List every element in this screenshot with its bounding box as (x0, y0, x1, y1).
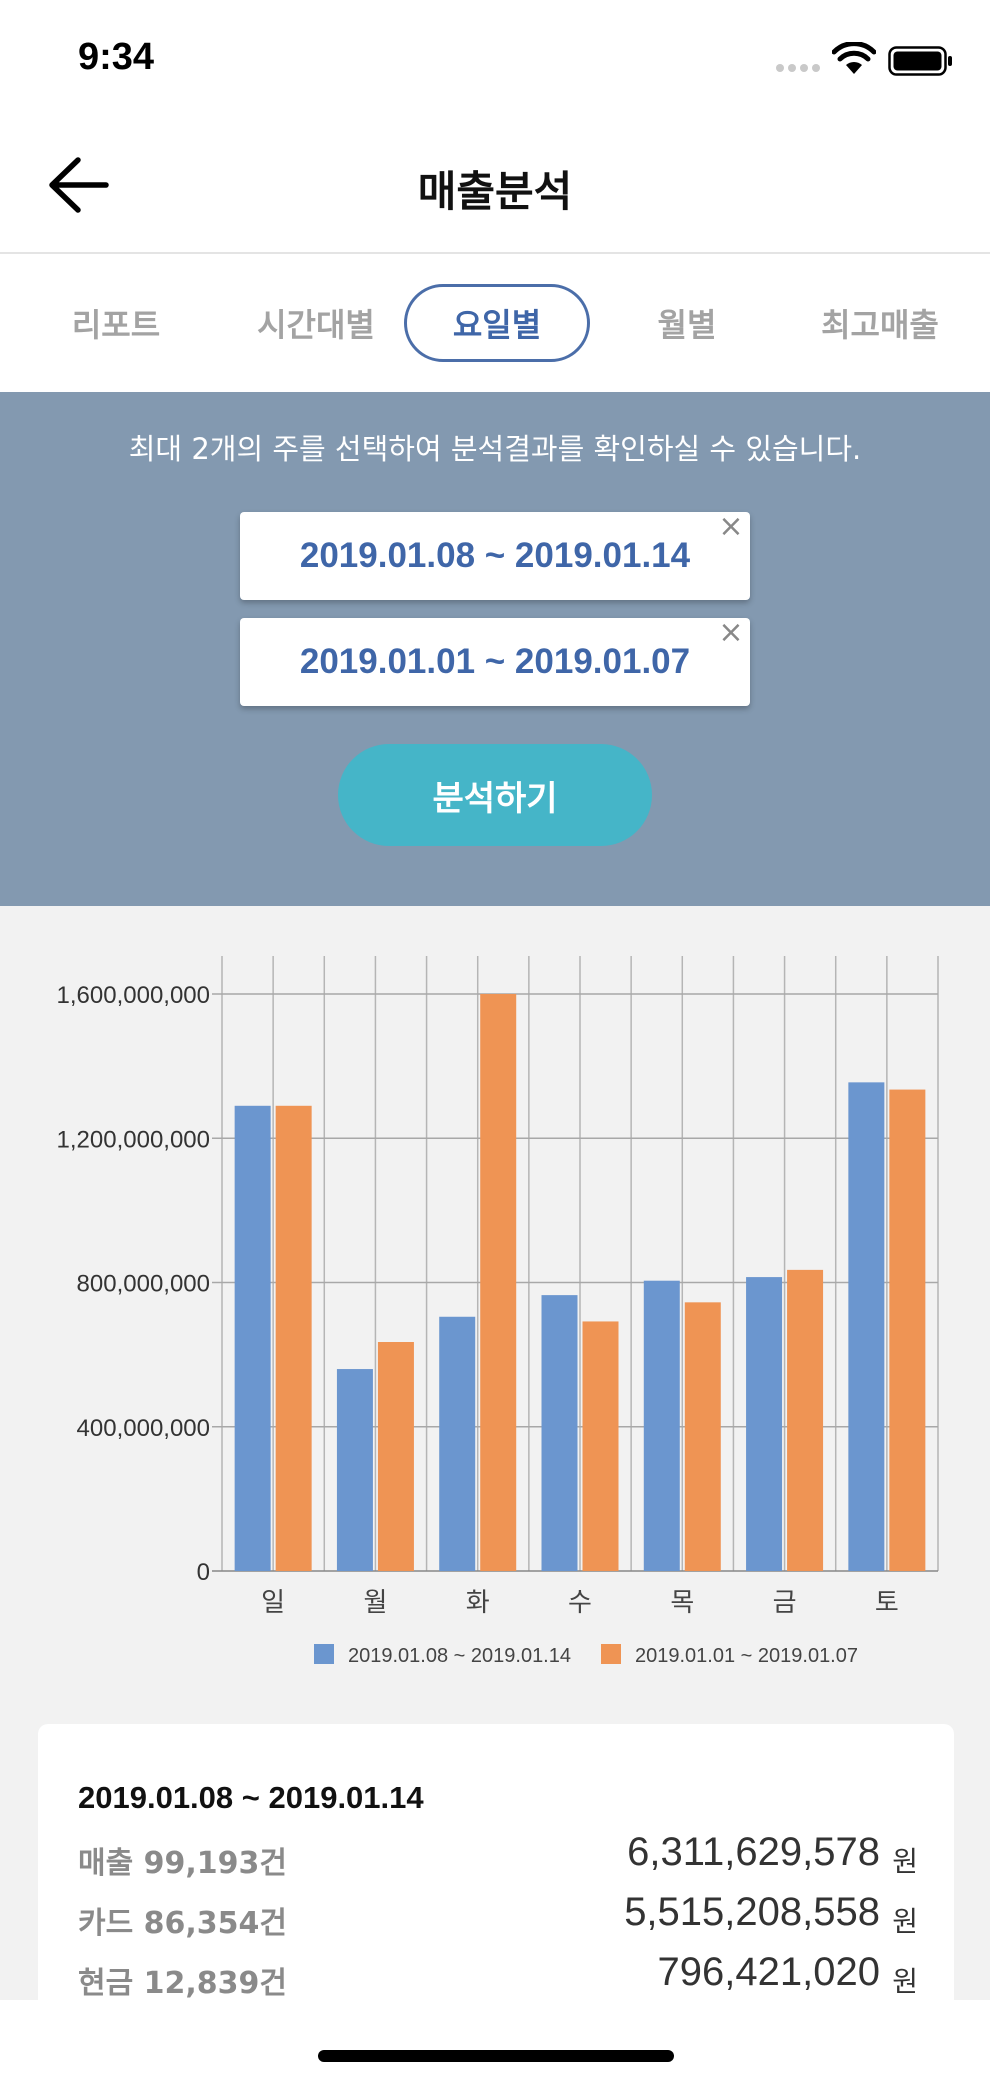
legend-label: 2019.01.01 ~ 2019.01.07 (635, 1645, 858, 1667)
back-button[interactable] (44, 150, 120, 220)
y-tick-label: 0 (197, 1559, 210, 1586)
tab-report[interactable]: 리포트 (71, 306, 161, 344)
tab-by-time[interactable]: 시간대별 (257, 306, 375, 344)
nav-bar: 매출분석 (0, 120, 990, 254)
legend-label: 2019.01.08 ~ 2019.01.14 (348, 1645, 571, 1667)
bar-2-4 (582, 1321, 619, 1571)
tab-top-sales[interactable]: 최고매출 (821, 306, 939, 344)
summary-label: 현금 12,839건 (78, 1966, 288, 2001)
bar-1-5 (643, 1280, 680, 1571)
bar-1-4 (541, 1295, 578, 1571)
y-tick-label: 1,200,000,000 (57, 1126, 210, 1153)
summary-unit: 원 (892, 1965, 918, 1998)
period-card-1[interactable]: 2019.01.08 ~ 2019.01.14 × (240, 512, 750, 600)
x-tick-label: 수 (568, 1588, 592, 1618)
filter-hint: 최대 2개의 주를 선택하여 분석결과를 확인하실 수 있습니다. (128, 432, 862, 466)
legend-swatch (601, 1644, 621, 1664)
page-title: 매출분석 (417, 167, 573, 216)
weekday-sales-chart: 0 400,000,000 800,000,000 1,200,000,000 1,60… (57, 956, 939, 1667)
summary-row-sales: 매출 99,193건 6,311,629,578 원 (78, 1830, 918, 1886)
period-card-2[interactable]: 2019.01.01 ~ 2019.01.07 × (240, 618, 750, 706)
summary-unit: 원 (892, 1845, 918, 1878)
bar-2-7 (889, 1089, 926, 1571)
bar-1-2 (336, 1369, 373, 1571)
close-icon[interactable]: × (718, 615, 744, 650)
summary-value: 796,421,020 (657, 1950, 880, 1994)
tab-by-weekday[interactable]: 요일별 (404, 284, 590, 362)
summary-unit: 원 (892, 1905, 918, 1938)
summary-period: 2019.01.08 ~ 2019.01.14 (78, 1780, 424, 1815)
summary-value: 5,515,208,558 (624, 1890, 880, 1934)
summary-label: 매출 99,193건 (78, 1846, 288, 1881)
bottom-safe-area (0, 2000, 990, 2084)
summary-value: 6,311,629,578 (627, 1830, 880, 1874)
battery-icon (888, 46, 952, 76)
bar-2-2 (377, 1342, 414, 1571)
period-label: 2019.01.01 ~ 2019.01.07 (299, 642, 691, 681)
x-tick-label: 금 (773, 1588, 797, 1618)
x-tick-label: 토 (875, 1588, 899, 1618)
bar-1-6 (746, 1277, 783, 1571)
status-bar: 9:34 (0, 0, 990, 120)
summary-card: 2019.01.08 ~ 2019.01.14 매출 99,193건 6,311… (38, 1724, 954, 2024)
home-indicator[interactable] (318, 2050, 674, 2062)
tab-bar: 리포트 시간대별 요일별 월별 최고매출 (0, 256, 990, 392)
legend-swatch (314, 1644, 334, 1664)
bar-2-5 (684, 1302, 721, 1571)
summary-row-cash: 현금 12,839건 796,421,020 원 (78, 1950, 918, 2006)
y-tick-label: 800,000,000 (77, 1271, 210, 1298)
tab-by-month[interactable]: 월별 (657, 306, 717, 344)
x-tick-label: 월 (363, 1588, 387, 1618)
x-tick-label: 목 (670, 1588, 694, 1618)
x-tick-label: 일 (261, 1588, 285, 1618)
bar-1-7 (848, 1082, 885, 1571)
status-time: 9:34 (78, 36, 155, 78)
period-label: 2019.01.08 ~ 2019.01.14 (299, 536, 691, 575)
y-tick-label: 400,000,000 (77, 1415, 210, 1442)
bar-2-3 (480, 994, 517, 1571)
arrow-left-icon (49, 157, 109, 213)
wifi-icon (832, 42, 876, 74)
x-tick-label: 화 (466, 1588, 490, 1618)
close-icon[interactable]: × (718, 509, 744, 544)
summary-label: 카드 86,354건 (78, 1906, 288, 1941)
period-filter-panel: 최대 2개의 주를 선택하여 분석결과를 확인하실 수 있습니다. 2019.0… (0, 392, 990, 906)
summary-row-card: 카드 86,354건 5,515,208,558 원 (78, 1890, 918, 1946)
bar-2-1 (275, 1105, 312, 1571)
y-tick-label: 1,600,000,000 (57, 982, 210, 1009)
bar-1-1 (234, 1105, 271, 1571)
bar-1-3 (439, 1316, 476, 1571)
cellular-signal-icon (776, 64, 820, 72)
bar-2-6 (787, 1269, 824, 1571)
analyze-button[interactable]: 분석하기 (338, 744, 652, 846)
